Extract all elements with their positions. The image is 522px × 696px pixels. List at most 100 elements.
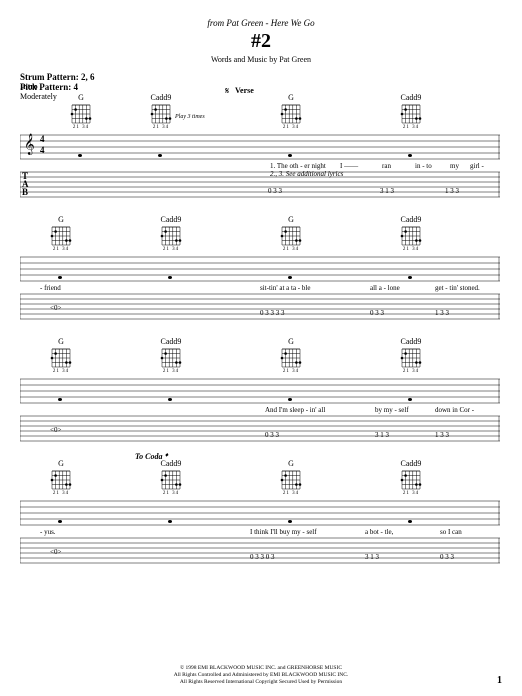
chord-diagram bbox=[70, 103, 92, 125]
chord-row: G 21 34 Cadd9 21 34 G 21 34 Cadd9 21 34 bbox=[20, 216, 502, 252]
chord-fingering: 21 34 bbox=[403, 247, 419, 252]
play-times: Play 3 times bbox=[175, 114, 205, 120]
chord-block: Cadd9 21 34 bbox=[400, 459, 422, 496]
note-group bbox=[168, 266, 172, 284]
patterns: Strum Pattern: 2, 6 Pick Pattern: 4 bbox=[20, 72, 502, 92]
chord-block: G 21 34 bbox=[280, 459, 302, 496]
chord-block: Cadd9 21 34 bbox=[150, 93, 172, 130]
to-coda: To Coda 𝄌 bbox=[135, 452, 167, 462]
tab-number: 0 3 3 bbox=[265, 431, 279, 439]
treble-clef-icon: 𝄞 bbox=[24, 134, 35, 155]
chord-diagram bbox=[400, 225, 422, 247]
credit: Words and Music by Pat Green bbox=[20, 55, 502, 64]
chord-block: G 21 34 bbox=[50, 215, 72, 252]
chord-fingering: 21 34 bbox=[153, 125, 169, 130]
lyric-fragment: I —— bbox=[340, 162, 358, 170]
album-name: Here We Go bbox=[271, 18, 315, 28]
lyric-fragment: 1. The oth - er night bbox=[270, 162, 326, 170]
music-system: G 21 34 Cadd9 21 34 G 21 34 Cadd9 21 34 … bbox=[20, 216, 502, 326]
chord-block: G 21 34 bbox=[280, 215, 302, 252]
verse-label: Verse bbox=[235, 86, 254, 95]
staff-tab: - yus.I think I'll buy my - selfa bot - … bbox=[20, 498, 502, 570]
tempo: Moderately bbox=[20, 92, 57, 101]
lyric-fragment: by my - self bbox=[375, 406, 409, 414]
lyric-fragment: my bbox=[450, 162, 459, 170]
staff-tab: - friendsit-tin' at a ta - bleall a - lo… bbox=[20, 254, 502, 326]
tab-number: 0 3 3 bbox=[268, 187, 282, 195]
lyric-fragment: ran bbox=[382, 162, 391, 170]
chord-name: Cadd9 bbox=[161, 337, 182, 346]
lyric-fragment: girl - bbox=[470, 162, 484, 170]
chord-fingering: 21 34 bbox=[53, 491, 69, 496]
chord-fingering: 21 34 bbox=[403, 125, 419, 130]
coda-icon: 𝄌 bbox=[165, 452, 168, 461]
lyric-fragment: sit-tin' at a ta - ble bbox=[260, 284, 310, 292]
chord-fingering: 21 34 bbox=[163, 369, 179, 374]
tab-lines bbox=[20, 536, 502, 566]
header: from Pat Green - Here We Go #2 Words and… bbox=[20, 18, 502, 64]
tab-lines bbox=[20, 170, 502, 200]
chord-block: G 21 34 bbox=[70, 93, 92, 130]
chord-diagram bbox=[150, 103, 172, 125]
strum-pattern: Strum Pattern: 2, 6 bbox=[20, 72, 502, 82]
chord-diagram bbox=[400, 469, 422, 491]
tab-number: 3 1 3 bbox=[365, 553, 379, 561]
chord-block: G 21 34 bbox=[50, 459, 72, 496]
note-group bbox=[408, 144, 412, 162]
music-system: IntroModerately G 21 34 Cadd9 21 34 G 21… bbox=[20, 94, 502, 204]
staff-tab: And I'm sleep - in' all by my - self down … bbox=[20, 376, 502, 448]
sheet-music-page: from Pat Green - Here We Go #2 Words and… bbox=[0, 0, 522, 592]
tab-number: <0> bbox=[50, 548, 61, 556]
note-group bbox=[168, 510, 172, 528]
tab-number: 3 1 3 bbox=[375, 431, 389, 439]
chord-name: G bbox=[288, 93, 294, 102]
music-system: G 21 34 Cadd9 21 34 G 21 34 Cadd9 21 34 … bbox=[20, 460, 502, 570]
chord-name: G bbox=[288, 459, 294, 468]
chord-name: Cadd9 bbox=[401, 93, 422, 102]
lyric-fragment: 2., 3. See additional lyrics bbox=[270, 170, 343, 178]
chord-name: G bbox=[288, 337, 294, 346]
chord-fingering: 21 34 bbox=[53, 247, 69, 252]
footer-line-3: All Rights Reserved International Copyri… bbox=[0, 679, 522, 686]
chord-name: Cadd9 bbox=[401, 459, 422, 468]
chord-name: Cadd9 bbox=[401, 215, 422, 224]
tab-number: 1 3 3 bbox=[435, 309, 449, 317]
chord-name: G bbox=[78, 93, 84, 102]
chord-name: Cadd9 bbox=[151, 93, 172, 102]
chord-row: G 21 34 Cadd9 21 34 G 21 34 Cadd9 21 34 bbox=[20, 338, 502, 374]
tab-lines bbox=[20, 292, 502, 322]
staff-lines bbox=[20, 254, 502, 284]
note-group bbox=[288, 144, 292, 162]
tab-number: 1 3 3 bbox=[435, 431, 449, 439]
note-group bbox=[288, 510, 292, 528]
chord-block: Cadd9 21 34 bbox=[160, 215, 182, 252]
tab-number: 0 3 3 3 3 bbox=[260, 309, 285, 317]
chord-block: G 21 34 bbox=[50, 337, 72, 374]
chord-fingering: 21 34 bbox=[163, 491, 179, 496]
chord-diagram bbox=[280, 225, 302, 247]
lyric-fragment: And I'm sleep - in' all bbox=[265, 406, 325, 414]
tab-number: 0 3 3 bbox=[370, 309, 384, 317]
tab-number: <0> bbox=[50, 304, 61, 312]
lyric-fragment: in - to bbox=[415, 162, 432, 170]
staff-lines bbox=[20, 376, 502, 406]
chord-fingering: 21 34 bbox=[283, 125, 299, 130]
chord-fingering: 21 34 bbox=[73, 125, 89, 130]
lyric-fragment: down in Cor - bbox=[435, 406, 474, 414]
chord-diagram bbox=[400, 103, 422, 125]
chord-fingering: 21 34 bbox=[283, 247, 299, 252]
chord-name: Cadd9 bbox=[401, 337, 422, 346]
page-number: 1 bbox=[497, 675, 502, 686]
tab-number: 0 3 3 0 3 bbox=[250, 553, 275, 561]
subtitle: from Pat Green - Here We Go bbox=[20, 18, 502, 28]
chord-name: G bbox=[58, 215, 64, 224]
chord-row: IntroModerately G 21 34 Cadd9 21 34 G 21… bbox=[20, 94, 502, 130]
chord-name: G bbox=[58, 459, 64, 468]
chord-diagram bbox=[50, 347, 72, 369]
chord-block: Cadd9 21 34 bbox=[160, 337, 182, 374]
intro-label: Intro bbox=[20, 82, 57, 91]
tab-lines bbox=[20, 414, 502, 444]
copyright-footer: © 1998 EMI BLACKWOOD MUSIC INC. and GREE… bbox=[0, 665, 522, 686]
chord-fingering: 21 34 bbox=[283, 491, 299, 496]
chord-block: G 21 34 bbox=[280, 337, 302, 374]
